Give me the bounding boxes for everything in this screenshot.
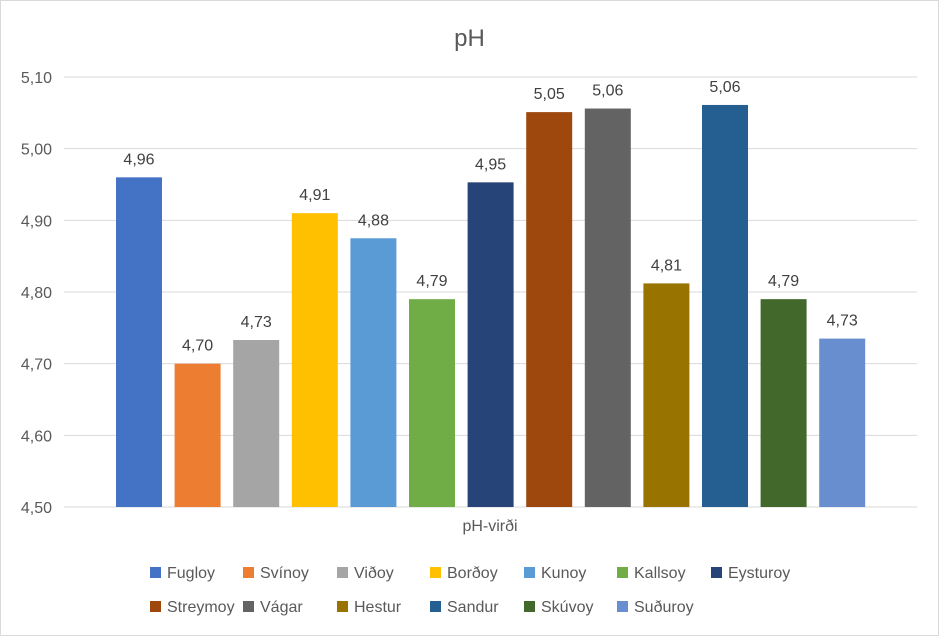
bar-Eysturoy [467,182,514,507]
legend-label: Vágar [260,599,303,616]
legend-label: Skúvoy [541,599,593,616]
legend-label: Svínoy [260,565,309,582]
data-label: 4,95 [475,156,506,173]
bars [116,104,866,508]
legend-label: Viðoy [354,565,394,582]
data-label: 5,06 [709,79,740,96]
data-label: 4,70 [182,338,213,355]
y-tick-label: 4,50 [21,500,52,517]
bar-Viðoy [233,340,280,507]
y-tick-label: 4,70 [21,357,52,374]
y-tick-label: 4,90 [21,213,52,230]
data-labels: 4,96 4,70 4,73 4,91 4,88 4,79 4,95 5,05 5,06 4,81… [123,79,857,355]
legend-swatch [243,567,254,578]
legend-swatch [617,567,628,578]
legend-label: Fugloy [167,565,215,582]
data-label: 5,06 [592,83,623,100]
bar-Svínoy [174,363,221,507]
data-label: 4,79 [768,273,799,290]
y-tick-label: 4,60 [21,428,52,445]
data-label: 4,91 [299,187,330,204]
legend-swatch [430,567,441,578]
legend-swatch [524,601,535,612]
legend: Fugloy Svínoy Viðoy Borðoy Kunoy Kallsoy Eystu… [150,565,790,616]
y-axis-tick-labels: 4,50 4,60 4,70 4,80 4,90 5,00 5,10 [21,70,52,517]
legend-swatch [150,601,161,612]
data-label: 4,73 [241,314,272,331]
data-label: 4,81 [651,257,682,274]
bar-Suðuroy [819,338,866,507]
data-label: 4,96 [123,151,154,168]
bar-Vágar [584,108,631,508]
y-tick-label: 5,00 [21,142,52,159]
y-tick-label: 4,80 [21,285,52,302]
bar-Fugloy [116,177,162,508]
bar-Kallsoy [409,299,455,507]
bar-Borðoy [291,213,338,507]
legend-label: Sandur [447,599,499,616]
legend-swatch [524,567,535,578]
bar-Skúvoy [760,299,807,507]
legend-swatch [617,601,628,612]
data-label: 4,79 [416,273,447,290]
legend-swatch [711,567,722,578]
legend-swatch [337,601,348,612]
y-tick-label: 5,10 [21,70,52,87]
chart-title: pH [454,25,485,52]
legend-label: Kunoy [541,565,586,582]
legend-label: Kallsoy [634,565,686,582]
legend-label: Borðoy [447,565,498,582]
bar-Hestur [643,283,690,507]
legend-label: Hestur [354,599,402,616]
legend-swatch [430,601,441,612]
data-label: 4,88 [358,212,389,229]
legend-swatch [150,567,161,578]
x-axis-label: pH-virði [462,518,517,535]
legend-label: Suðuroy [634,599,694,616]
legend-label: Streymoy [167,599,235,616]
data-label: 4,73 [827,313,858,330]
data-label: 5,05 [534,86,565,103]
bar-Streymoy [526,112,573,507]
legend-label: Eysturoy [728,565,790,582]
bar-Sandur [702,104,748,507]
bar-Kunoy [350,238,397,507]
legend-swatch [337,567,348,578]
legend-swatch [243,601,254,612]
